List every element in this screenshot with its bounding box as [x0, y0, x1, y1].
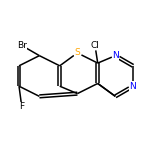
Text: S: S	[74, 48, 80, 57]
Text: Br: Br	[17, 41, 27, 50]
Text: N: N	[112, 51, 119, 60]
Text: N: N	[130, 82, 136, 91]
Text: Cl: Cl	[91, 41, 99, 50]
Text: F: F	[19, 102, 24, 111]
